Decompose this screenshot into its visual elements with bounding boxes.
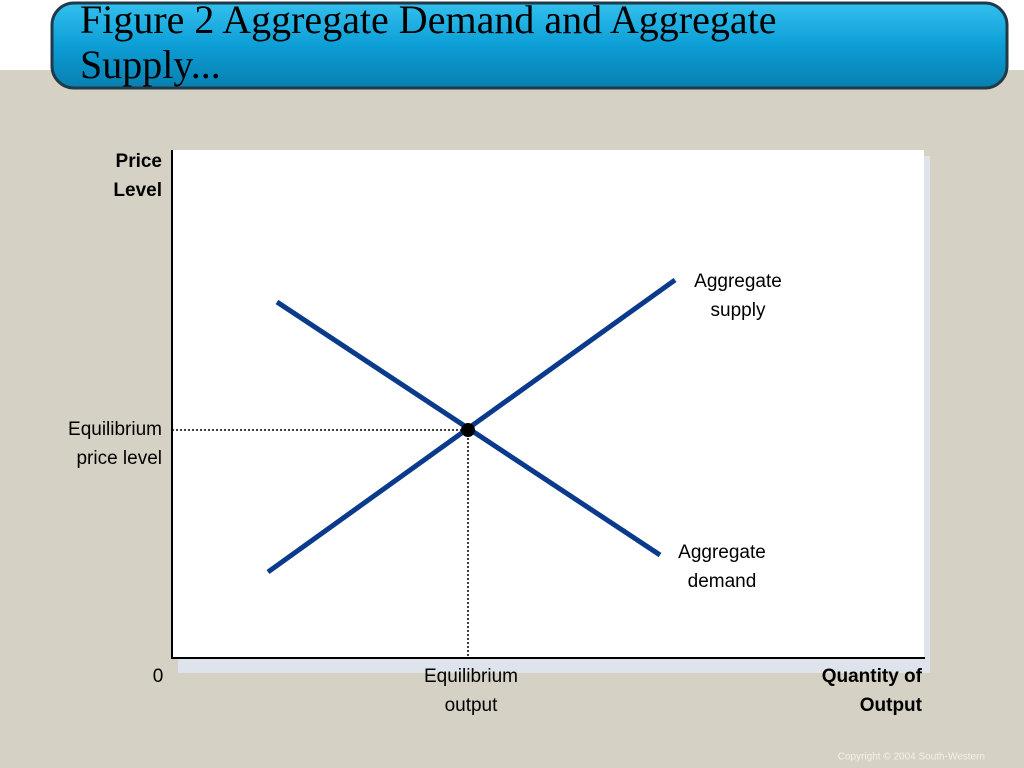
equilibrium-output-label: output bbox=[445, 695, 499, 716]
copyright: Copyright © 2004 South-Western bbox=[838, 752, 985, 763]
equilibrium-output-label: Equilibrium bbox=[424, 666, 518, 687]
plot-panel bbox=[172, 150, 924, 659]
supply-label: Aggregate bbox=[694, 271, 782, 292]
equilibrium-point bbox=[461, 423, 475, 437]
title-line: Supply... bbox=[80, 42, 221, 87]
demand-label: demand bbox=[688, 571, 757, 592]
supply-label: supply bbox=[711, 300, 766, 321]
y-axis-label: Price bbox=[116, 151, 162, 172]
y-axis-label: Level bbox=[113, 180, 162, 201]
title-banner bbox=[50, 1, 1009, 90]
x-axis-label: Output bbox=[860, 695, 923, 716]
origin-label: 0 bbox=[153, 666, 164, 687]
title-line: Figure 2 Aggregate Demand and Aggregate bbox=[80, 0, 776, 42]
equilibrium-price-label: Equilibrium bbox=[68, 419, 162, 440]
x-axis-label: Quantity of bbox=[822, 666, 923, 687]
demand-label: Aggregate bbox=[678, 542, 766, 563]
equilibrium-price-label: price level bbox=[76, 448, 162, 469]
